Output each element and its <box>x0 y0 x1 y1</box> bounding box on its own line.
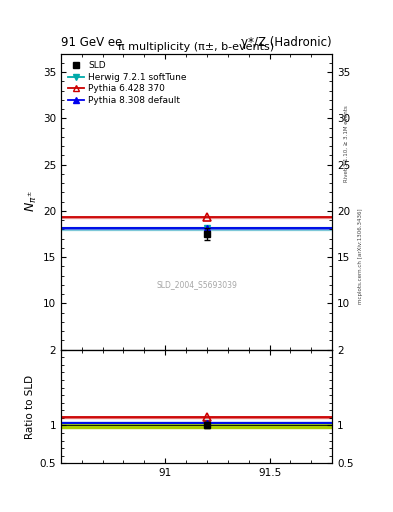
Text: mcplots.cern.ch [arXiv:1306.3436]: mcplots.cern.ch [arXiv:1306.3436] <box>358 208 363 304</box>
Y-axis label: $N_{\pi^{\pm}}$: $N_{\pi^{\pm}}$ <box>24 191 39 212</box>
Text: 91 GeV ee: 91 GeV ee <box>61 36 122 49</box>
Text: Rivet 3.1.10, ≥ 3.1M events: Rivet 3.1.10, ≥ 3.1M events <box>344 105 349 182</box>
Legend: SLD, Herwig 7.2.1 softTune, Pythia 6.428 370, Pythia 8.308 default: SLD, Herwig 7.2.1 softTune, Pythia 6.428… <box>65 58 189 108</box>
Title: π multiplicity (π±, b-events): π multiplicity (π±, b-events) <box>118 41 275 52</box>
Text: γ*/Z (Hadronic): γ*/Z (Hadronic) <box>241 36 332 49</box>
Text: SLD_2004_S5693039: SLD_2004_S5693039 <box>156 280 237 289</box>
Y-axis label: Ratio to SLD: Ratio to SLD <box>26 374 35 439</box>
